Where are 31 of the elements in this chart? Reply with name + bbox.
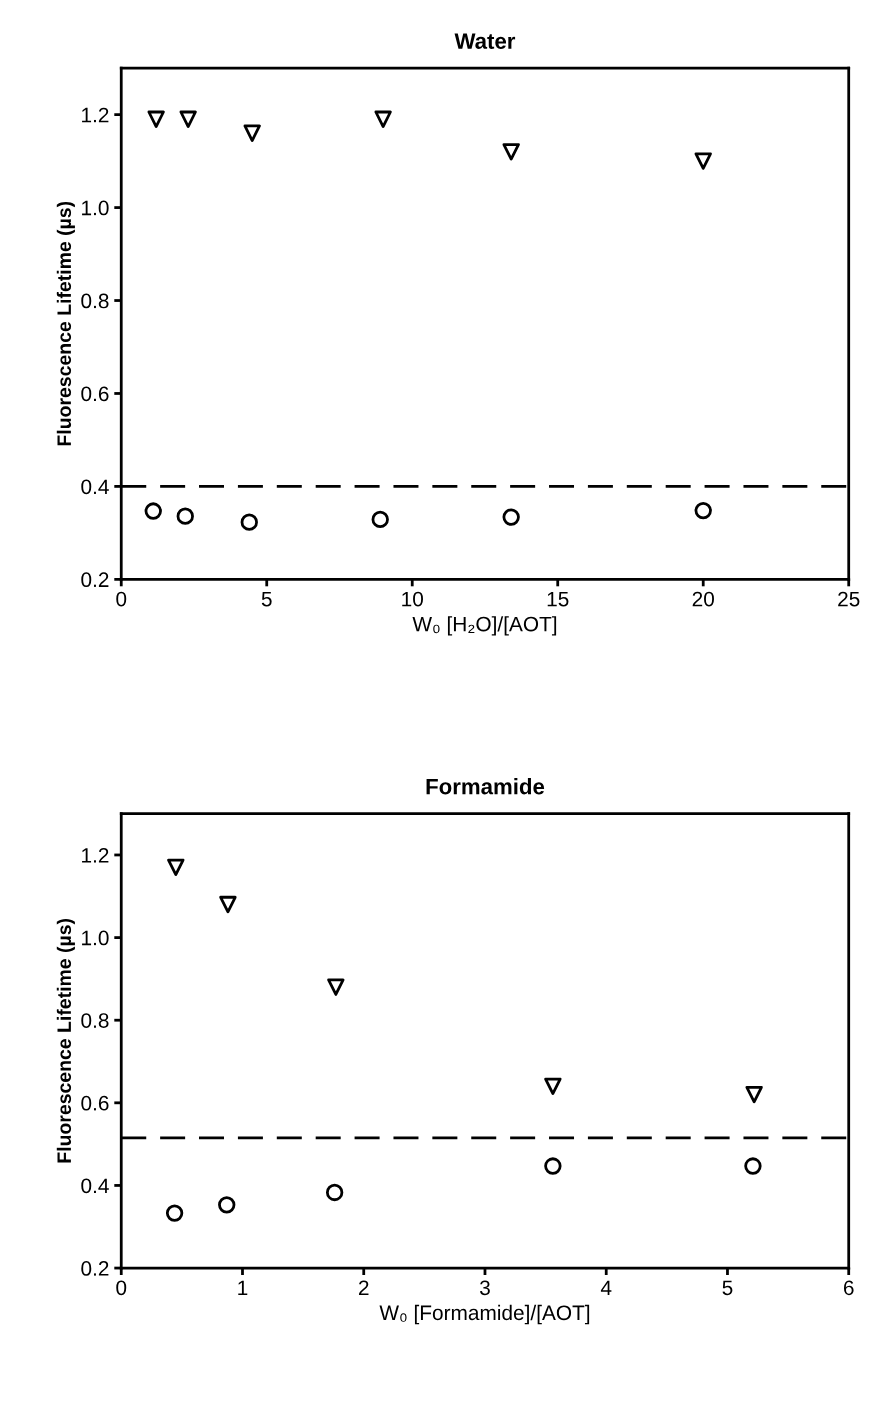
x-tick-label: 3 [479, 1280, 490, 1296]
x-tick-label: 20 [692, 591, 714, 607]
y-tick-label: 1.2 [82, 107, 109, 123]
y-tick-label: 0.8 [81, 1013, 109, 1028]
y-tick-label: 1.0 [82, 930, 109, 946]
x-tick-label: 1 [238, 1280, 248, 1295]
y-tick-label: 0.8 [81, 293, 109, 309]
y-tick-label: 0.6 [81, 386, 109, 402]
y-tick-label: 0.4 [81, 479, 109, 495]
y-tick-label: 1.2 [82, 847, 109, 863]
x-tick-label: 5 [722, 1280, 733, 1296]
y-tick-label: 0.2 [81, 1261, 109, 1276]
x-axis-title: W₀ [H₂O]/[AOT] [412, 616, 557, 636]
chart-title: Water [454, 33, 516, 49]
x-tick-label: 5 [261, 591, 272, 607]
y-tick-label: 0.2 [81, 572, 109, 588]
x-tick-label: 4 [600, 1280, 612, 1295]
y-tick-label: 0.6 [81, 1095, 109, 1111]
x-tick-label: 0 [116, 591, 127, 607]
x-axis-title: W₀ [Formamide]/[AOT] [379, 1304, 590, 1325]
x-tick-label: 6 [843, 1280, 854, 1296]
x-tick-label: 25 [838, 591, 860, 607]
y-tick-label: 1.0 [82, 200, 109, 216]
x-tick-label: 10 [402, 591, 424, 607]
y-axis-title: Fluorescence Lifetime (µs) [56, 201, 75, 446]
y-tick-label: 0.4 [81, 1178, 109, 1194]
x-tick-label: 15 [547, 591, 569, 607]
y-axis-title: Fluorescence Lifetime (µs) [56, 918, 75, 1163]
x-tick-label: 0 [116, 1280, 127, 1296]
x-tick-label: 2 [358, 1280, 369, 1295]
chart-title: Formamide [426, 778, 545, 795]
